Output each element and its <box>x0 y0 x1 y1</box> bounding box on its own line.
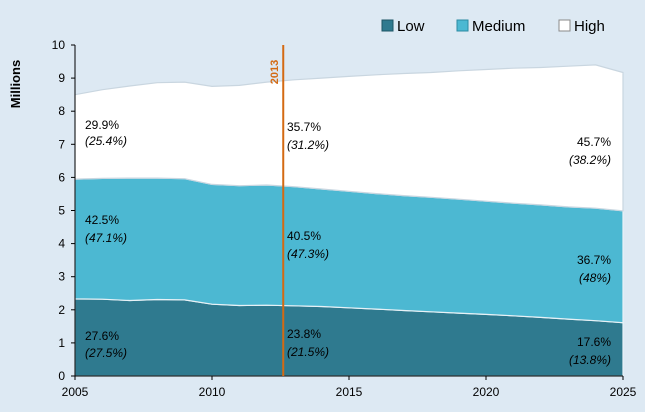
label-2025-low: 17.6% <box>577 335 611 349</box>
y-tick-label: 10 <box>52 38 66 52</box>
y-tick-label: 7 <box>58 137 65 151</box>
label-2013-low-sub: (21.5%) <box>287 345 329 359</box>
legend-label-low: Low <box>397 18 425 35</box>
y-tick-label: 1 <box>58 336 65 350</box>
year-marker: 2013 <box>269 45 285 376</box>
label-2013-high-sub: (31.2%) <box>287 138 329 152</box>
label-2005-medium: 42.5% <box>85 213 119 227</box>
legend-label-medium: Medium <box>472 18 525 35</box>
legend-swatch-high <box>558 19 571 32</box>
y-tick-label: 0 <box>58 369 65 383</box>
area-high <box>74 64 624 212</box>
label-2025-high-sub: (38.2%) <box>569 153 611 167</box>
legend-swatch-low <box>381 19 394 32</box>
x-tick-labels: 2005 2010 2015 2020 2025 <box>62 376 637 399</box>
label-2013-high: 35.7% <box>287 120 321 134</box>
label-2005-low: 27.6% <box>85 329 119 343</box>
label-2013-medium-sub: (47.3%) <box>287 247 329 261</box>
y-tick-labels: 0 1 2 3 4 5 6 7 8 9 10 <box>52 38 75 383</box>
year-marker-label: 2013 <box>269 60 281 84</box>
label-2013-low: 23.8% <box>287 327 321 341</box>
y-tick-label: 4 <box>58 237 65 251</box>
y-tick-label: 3 <box>58 270 65 284</box>
label-2025-medium: 36.7% <box>577 253 611 267</box>
label-2025-low-sub: (13.8%) <box>569 353 611 367</box>
legend-swatch-medium <box>456 19 469 32</box>
y-tick-label: 9 <box>58 71 65 85</box>
y-axis-label: Millions <box>8 60 23 108</box>
label-2005-medium-sub: (47.1%) <box>85 231 127 245</box>
label-2005-high-sub: (25.4%) <box>85 134 127 148</box>
x-tick-label: 2020 <box>473 385 500 399</box>
label-2025-medium-sub: (48%) <box>579 271 611 285</box>
y-tick-label: 6 <box>58 170 65 184</box>
y-tick-label: 8 <box>58 104 65 118</box>
x-tick-label: 2005 <box>62 385 89 399</box>
y-tick-label: 2 <box>58 303 65 317</box>
share-annotations: 29.9% (25.4%) 42.5% (47.1%) 27.6% (27.5%… <box>85 118 611 367</box>
x-tick-label: 2015 <box>336 385 363 399</box>
label-2005-low-sub: (27.5%) <box>85 346 127 360</box>
area-series-group <box>74 64 624 377</box>
label-2005-high: 29.9% <box>85 118 119 132</box>
label-2013-medium: 40.5% <box>287 229 321 243</box>
x-tick-label: 2010 <box>199 385 226 399</box>
y-tick-label: 5 <box>58 204 65 218</box>
legend: Low Medium High <box>381 18 605 35</box>
x-tick-label: 2025 <box>610 385 637 399</box>
legend-label-high: High <box>574 18 605 35</box>
label-2025-high: 45.7% <box>577 135 611 149</box>
